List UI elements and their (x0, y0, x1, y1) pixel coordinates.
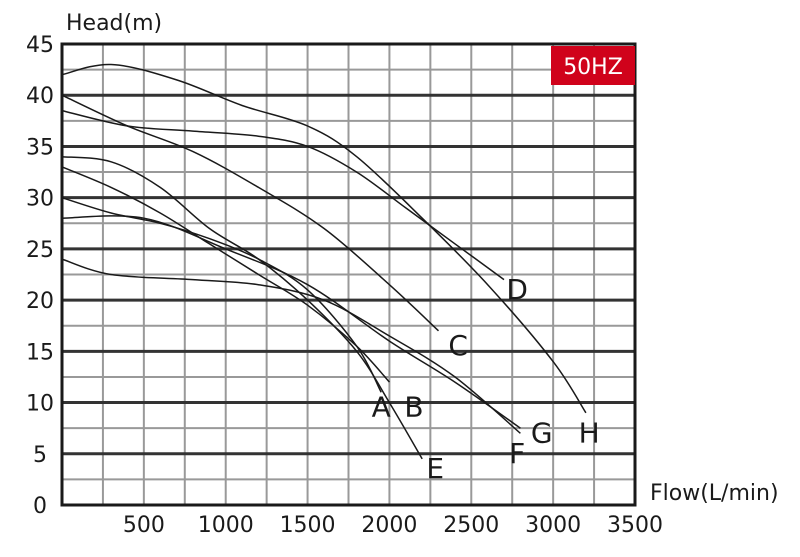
series-label-e: E (426, 452, 444, 485)
frequency-badge-label: 50HZ (563, 55, 623, 80)
y-tick-label: 15 (26, 340, 54, 365)
frequency-badge: 50HZ (551, 46, 635, 85)
series-label-b: B (404, 391, 423, 424)
x-tick-label: 2500 (443, 513, 499, 538)
y-tick-label: 25 (26, 238, 54, 263)
x-tick-label: 3000 (525, 513, 581, 538)
y-tick-label: 40 (26, 84, 54, 109)
series-label-h: H (579, 416, 600, 449)
series-line-d (61, 109, 505, 281)
y-tick-label: 0 (33, 494, 47, 519)
y-tick-label: 45 (26, 33, 54, 58)
series-line-a (61, 196, 382, 393)
series-label-a: A (372, 391, 391, 424)
x-axis-title: Flow(L/min) (650, 481, 779, 506)
series-line-c (61, 94, 440, 332)
series-labels: A BC D E FG H (372, 273, 600, 485)
x-tick-label: 1500 (280, 513, 336, 538)
series-line-g (61, 258, 521, 434)
grid (62, 44, 635, 505)
series-label-c: C (448, 329, 468, 362)
series-label-f: F (509, 437, 525, 470)
y-tick-label: 30 (26, 187, 54, 212)
x-tick-label: 500 (123, 513, 165, 538)
series-line-h (61, 63, 587, 414)
plot-frame (60, 42, 637, 507)
y-tick-label: 35 (26, 135, 54, 160)
axes: 500 1000 1500 2000 2500 3000 3500 0 5 10 15 20 25 30 3… (26, 33, 663, 538)
y-tick-label: 20 (26, 289, 54, 314)
series-line-e (61, 155, 423, 460)
x-tick-label: 1000 (198, 513, 254, 538)
series-label-g: G (531, 416, 553, 449)
y-axis-title: Head(m) (66, 11, 162, 36)
series-label-d: D (506, 273, 528, 306)
y-tick-label: 10 (26, 392, 54, 417)
x-tick-label: 3500 (607, 513, 663, 538)
frequency-badge-background (551, 46, 635, 85)
series-lines (61, 63, 587, 460)
y-tick-label: 5 (33, 443, 47, 468)
x-tick-label: 2000 (361, 513, 417, 538)
series-line-f (61, 215, 521, 429)
series-line-b (61, 166, 390, 383)
